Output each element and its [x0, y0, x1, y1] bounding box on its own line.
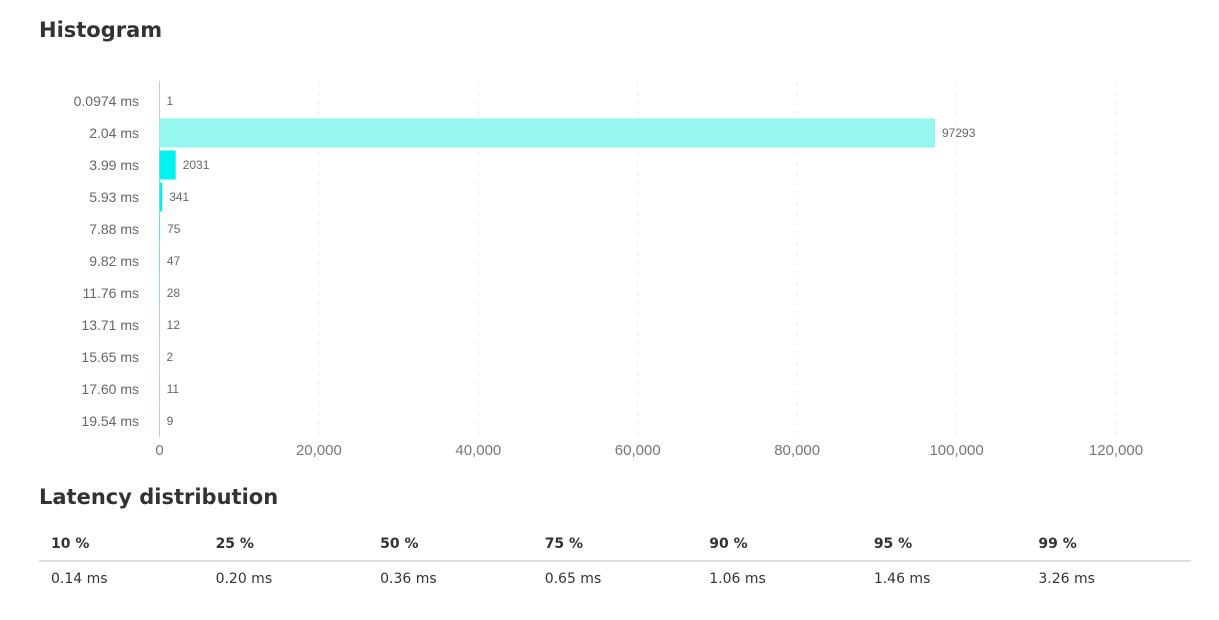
bar-value-label: 97293	[942, 126, 976, 140]
latency-header-p10: 10 %	[39, 527, 204, 562]
category-label: 0.0974 ms	[74, 93, 139, 109]
category-label: 11.76 ms	[82, 285, 139, 301]
latency-header-p75: 75 %	[532, 527, 698, 562]
category-label: 19.54 ms	[81, 413, 139, 429]
x-tick-label: 20,000	[296, 442, 342, 459]
x-tick-label: 40,000	[455, 442, 501, 459]
bar-value-label: 28	[167, 286, 181, 300]
category-label: 17.60 ms	[81, 381, 139, 397]
latency-value-p99: 3.26 ms	[1038, 571, 1095, 587]
bar-value-label: 47	[167, 254, 181, 268]
latency-value-p25: 0.20 ms	[215, 571, 273, 587]
latency-header-p50: 50 %	[368, 527, 533, 562]
histogram-bar	[159, 118, 936, 148]
bar-value-label: 2	[167, 350, 174, 364]
x-tick-label: 80,000	[774, 442, 820, 459]
latency-header-p90: 90 %	[697, 527, 862, 562]
bar-value-label: 341	[169, 190, 189, 204]
latency-value-p90: 1.06 ms	[709, 571, 766, 587]
latency-value-p75: 0.65 ms	[544, 571, 602, 587]
bar-value-label: 12	[167, 318, 181, 332]
histogram-bar	[159, 214, 161, 244]
latency-header-p95: 95 %	[861, 527, 1027, 562]
latency-header-p99: 99 %	[1026, 527, 1191, 562]
latency-table: 10 % 25 % 50 % 75 % 90 % 95 % 99 % 0.14 …	[39, 527, 1191, 595]
category-label: 15.65 ms	[81, 349, 139, 365]
x-tick-label: 60,000	[615, 442, 661, 459]
x-tick-label: 120,000	[1089, 442, 1143, 459]
latency-value-row: 0.14 ms 0.20 ms 0.36 ms 0.65 ms 1.06 ms …	[39, 561, 1191, 595]
x-tick-label: 0	[155, 442, 163, 459]
latency-distribution-title: Latency distribution	[39, 485, 279, 509]
latency-value-p95: 1.46 ms	[873, 571, 931, 587]
histogram-bar	[159, 150, 176, 180]
bar-value-label: 9	[167, 414, 174, 428]
bar-value-label: 75	[167, 222, 181, 236]
category-label: 9.82 ms	[89, 253, 139, 269]
x-tick-label: 100,000	[929, 442, 983, 459]
histogram-title: Histogram	[39, 18, 163, 42]
bar-value-label: 2031	[183, 158, 210, 172]
category-label: 13.71 ms	[81, 317, 139, 333]
category-label: 5.93 ms	[89, 189, 139, 205]
latency-header-row: 10 % 25 % 50 % 75 % 90 % 95 % 99 %	[39, 527, 1191, 562]
latency-value-p10: 0.14 ms	[51, 571, 108, 587]
latency-header-p25: 25 %	[203, 527, 369, 562]
category-label: 3.99 ms	[89, 157, 139, 173]
histogram-bar	[159, 182, 163, 212]
category-label: 2.04 ms	[89, 125, 139, 141]
histogram-chart: 0 20,000 40,000 60,000 80,000 100,000 120,000 0…	[74, 81, 1143, 459]
latency-value-p50: 0.36 ms	[380, 571, 437, 587]
bar-value-label: 11	[167, 382, 180, 396]
bar-value-label: 1	[167, 94, 174, 108]
category-label: 7.88 ms	[89, 221, 139, 237]
